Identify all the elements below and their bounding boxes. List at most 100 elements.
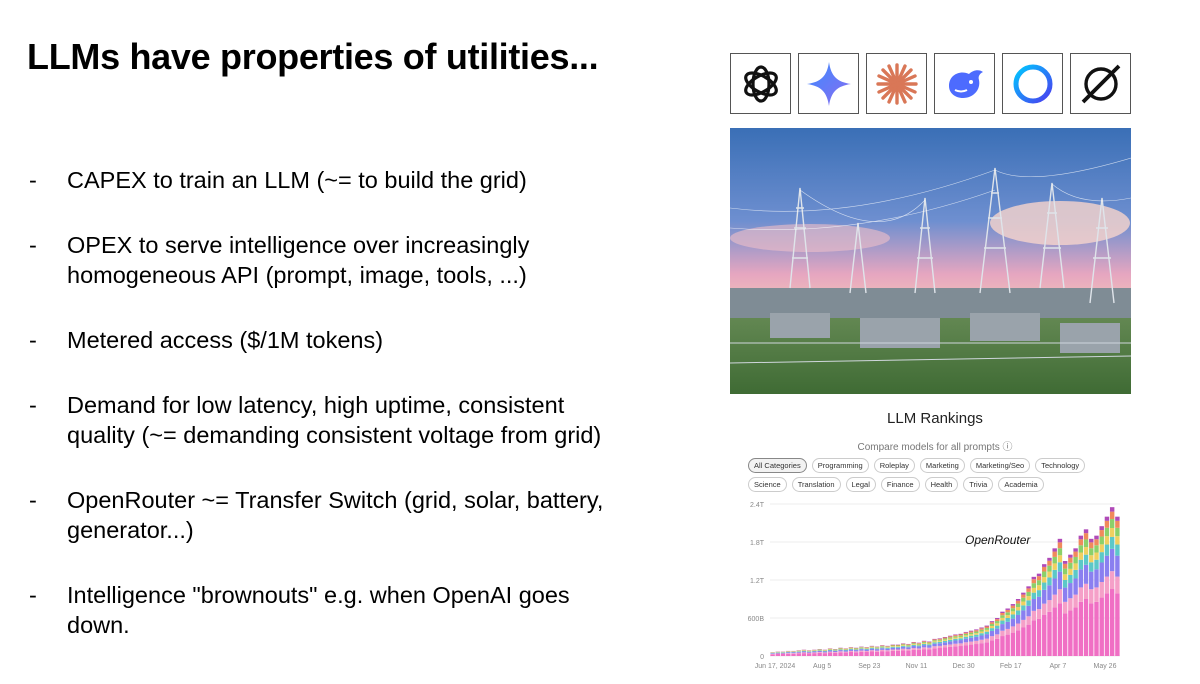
bar-segment — [1010, 626, 1016, 633]
bar-segment — [1005, 621, 1010, 629]
bar-segment — [1005, 634, 1010, 656]
bar-segment — [1083, 554, 1089, 565]
bar-segment — [995, 625, 1000, 629]
bar-segment — [890, 646, 895, 648]
bar-segment — [1099, 544, 1104, 553]
bar-segment — [900, 646, 906, 649]
bar-segment — [911, 649, 916, 656]
bar-segment — [1062, 580, 1068, 588]
bar-segment — [1089, 589, 1094, 604]
bar-segment — [921, 643, 927, 646]
bar-segment — [1026, 586, 1031, 589]
slide-title: LLMs have properties of utilities... — [27, 36, 599, 77]
bar-segment — [958, 633, 963, 635]
bar-segment — [1083, 547, 1089, 555]
openai-logo-tile — [730, 53, 791, 114]
bar-segment — [806, 653, 812, 656]
bar-segment — [1015, 603, 1021, 607]
bar-segment — [1015, 599, 1021, 601]
bar-segment — [932, 642, 937, 644]
bar-segment — [1115, 527, 1120, 537]
category-chip[interactable]: Science — [748, 477, 787, 492]
bar-segment — [995, 618, 1000, 620]
category-chip[interactable]: Programming — [811, 458, 869, 473]
bar-segment — [1083, 533, 1089, 540]
bar-segment — [1021, 627, 1026, 656]
bar-segment — [979, 628, 984, 630]
bar-segment — [869, 647, 875, 648]
bar-segment — [1109, 519, 1115, 529]
bar-segment — [1042, 589, 1047, 604]
bar-segment — [1026, 616, 1031, 625]
bar-segment — [1094, 545, 1099, 553]
bar-segment — [995, 623, 1000, 626]
bar-segment — [864, 649, 869, 651]
bar-segment — [937, 639, 942, 641]
bar-segment — [1031, 620, 1037, 656]
openrouter-annotation: OpenRouter — [965, 533, 1031, 547]
bar-segment — [989, 621, 995, 623]
x-tick-label: Sep 23 — [858, 663, 880, 670]
bar-segment — [1010, 605, 1016, 609]
bar-segment — [1068, 574, 1073, 584]
bar-segment — [1062, 601, 1068, 614]
bar-segment — [1109, 511, 1115, 520]
bar-segment — [822, 652, 828, 654]
bar-segment — [927, 642, 932, 644]
category-chip[interactable]: Technology — [1035, 458, 1086, 473]
bar-segment — [958, 640, 963, 644]
category-chip[interactable]: All Categories — [748, 458, 807, 473]
bar-segment — [963, 633, 969, 636]
bar-segment — [1073, 578, 1078, 595]
bullet-text-line: Metered access ($/1M tokens) — [67, 327, 384, 353]
bar-segment — [979, 629, 984, 632]
bar-segment — [1073, 569, 1078, 579]
bar-segment — [989, 623, 995, 627]
bar-segment — [796, 653, 801, 656]
bar-segment — [1078, 601, 1084, 656]
category-chip[interactable]: Translation — [791, 477, 841, 492]
bar-segment — [880, 649, 885, 652]
bar-segment — [1078, 535, 1084, 540]
bar-segment — [864, 652, 869, 656]
bar-segment — [927, 641, 932, 643]
bar-segment — [979, 631, 984, 634]
bar-segment — [1094, 601, 1099, 656]
bar-segment — [1089, 603, 1094, 656]
bar-segment — [890, 644, 895, 646]
category-chip[interactable]: Trivia — [963, 477, 994, 492]
category-chip[interactable]: Roleplay — [873, 458, 915, 473]
bar-segment — [989, 640, 995, 656]
bar-segment — [895, 645, 901, 647]
bar-segment — [827, 650, 833, 652]
bar-segment — [937, 638, 942, 639]
bar-segment — [812, 650, 817, 652]
bar-segment — [874, 650, 880, 652]
bar-segment — [968, 631, 974, 633]
bar-segment — [827, 651, 833, 653]
category-chip[interactable]: Marketing/Seo — [969, 458, 1031, 473]
bar-segment — [968, 637, 974, 642]
category-chip[interactable]: Marketing — [919, 458, 965, 473]
bar-segment — [900, 648, 906, 651]
bar-segment — [859, 647, 864, 649]
bar-segment — [921, 642, 927, 644]
bar-segment — [874, 647, 880, 649]
category-chip[interactable]: Health — [924, 477, 959, 492]
bar-segment — [1000, 617, 1005, 621]
bar-segment — [927, 643, 932, 645]
bar-segment — [1099, 526, 1104, 531]
bar-segment — [974, 640, 979, 645]
bar-segment — [1115, 520, 1120, 528]
bar-segment — [1042, 564, 1047, 567]
bar-segment — [838, 649, 843, 651]
category-chip[interactable]: Academia — [998, 477, 1044, 492]
bar-segment — [963, 642, 969, 646]
bar-segment — [911, 644, 916, 646]
bar-segment — [953, 634, 958, 636]
bar-segment — [995, 634, 1000, 639]
bar-segment — [864, 648, 869, 650]
category-chip[interactable]: Legal — [845, 477, 876, 492]
bar-segment — [942, 642, 948, 646]
category-chip[interactable]: Finance — [880, 477, 920, 492]
